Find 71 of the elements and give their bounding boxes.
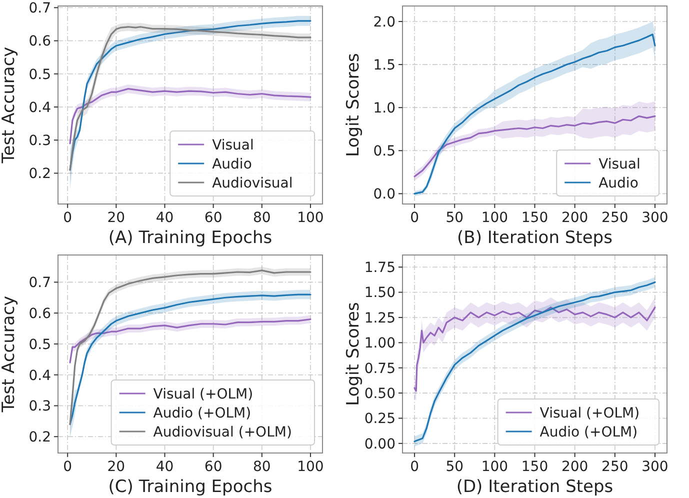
y-tick-label: 0.6 [28, 306, 52, 322]
x-axis-title: (B) Iteration Steps [457, 228, 613, 248]
y-tick-label: 0.75 [364, 360, 396, 377]
y-tick-label: 1.50 [364, 285, 396, 302]
y-tick-label: 0.3 [28, 398, 51, 415]
y-tick-label: 0.0 [373, 186, 396, 203]
y-tick-label: 0.4 [28, 100, 52, 116]
y-tick-label: 1.0 [373, 100, 396, 116]
y-axis-title: Logit Scores [344, 53, 364, 157]
x-tick-label: 0 [410, 459, 419, 475]
legend-label: Visual [598, 156, 640, 172]
x-tick-label: 50 [446, 459, 464, 475]
x-tick-label: 0 [410, 210, 419, 226]
x-tick-label: 150 [521, 459, 548, 475]
y-tick-label: 0.5 [373, 144, 396, 160]
x-tick-label: 50 [446, 210, 464, 226]
y-tick-label: 0.4 [28, 368, 52, 384]
x-tick-label: 150 [521, 210, 548, 226]
y-tick-label: 1.25 [364, 310, 396, 326]
y-tick-label: 0.5 [28, 66, 51, 83]
x-tick-label: 40 [156, 459, 174, 475]
legend-label: Visual [212, 137, 254, 154]
y-tick-label: 0.3 [28, 132, 51, 149]
x-tick-label: 100 [481, 459, 508, 475]
legend-label: Visual (+OLM) [153, 386, 254, 402]
y-tick-label: 1.5 [373, 57, 396, 74]
line-series [414, 115, 656, 178]
y-tick-label: 0.6 [28, 34, 52, 50]
x-tick-label: 0 [63, 459, 72, 475]
y-tick-label: 0.2 [28, 166, 51, 182]
y-tick-label: 1.00 [364, 336, 396, 352]
legend-label: Audio (+OLM) [153, 405, 252, 422]
x-tick-label: 100 [297, 459, 324, 475]
legend-label: Audio [212, 156, 252, 172]
x-tick-label: 300 [642, 459, 668, 475]
y-tick-label: 0.7 [28, 275, 51, 292]
x-tick-label: 250 [602, 210, 628, 226]
legend-label: Visual (+OLM) [540, 405, 640, 422]
legend-label: Audiovisual [212, 175, 293, 192]
x-tick-label: 200 [561, 459, 588, 475]
y-tick-label: 0.00 [364, 436, 396, 452]
x-axis-title: (C) Training Epochs [108, 477, 272, 497]
x-tick-label: 100 [297, 210, 324, 226]
x-tick-label: 0 [63, 210, 72, 226]
x-tick-label: 250 [602, 459, 628, 475]
y-tick-label: 2.0 [373, 14, 396, 30]
y-tick-label: 0.5 [28, 336, 51, 353]
x-tick-label: 40 [156, 210, 174, 226]
x-axis-title: (D) Iteration Steps [456, 477, 614, 497]
legend-label: Audio [598, 175, 638, 192]
y-tick-label: 0.50 [364, 386, 396, 402]
y-axis-title: Logit Scores [344, 302, 364, 406]
x-tick-label: 200 [561, 210, 588, 226]
y-tick-label: 1.75 [364, 260, 396, 276]
x-tick-label: 60 [204, 459, 222, 475]
x-tick-label: 60 [204, 210, 222, 226]
x-tick-label: 300 [642, 210, 668, 226]
y-tick-label: 0.7 [28, 0, 51, 17]
y-tick-label: 0.2 [28, 430, 51, 446]
legend-label: Audio (+OLM) [540, 424, 638, 440]
y-axis-title: Test Accuracy [0, 46, 19, 164]
x-axis-title: (A) Training Epochs [108, 228, 272, 248]
x-tick-label: 20 [107, 459, 126, 475]
line-series [414, 306, 656, 392]
x-tick-label: 100 [481, 210, 508, 226]
y-tick-label: 0.25 [364, 411, 396, 428]
x-tick-label: 20 [107, 210, 126, 226]
y-axis-title: Test Accuracy [0, 296, 19, 414]
x-tick-label: 80 [252, 459, 271, 475]
legend-label: Audiovisual (+OLM) [153, 424, 292, 440]
x-tick-label: 80 [252, 210, 271, 226]
